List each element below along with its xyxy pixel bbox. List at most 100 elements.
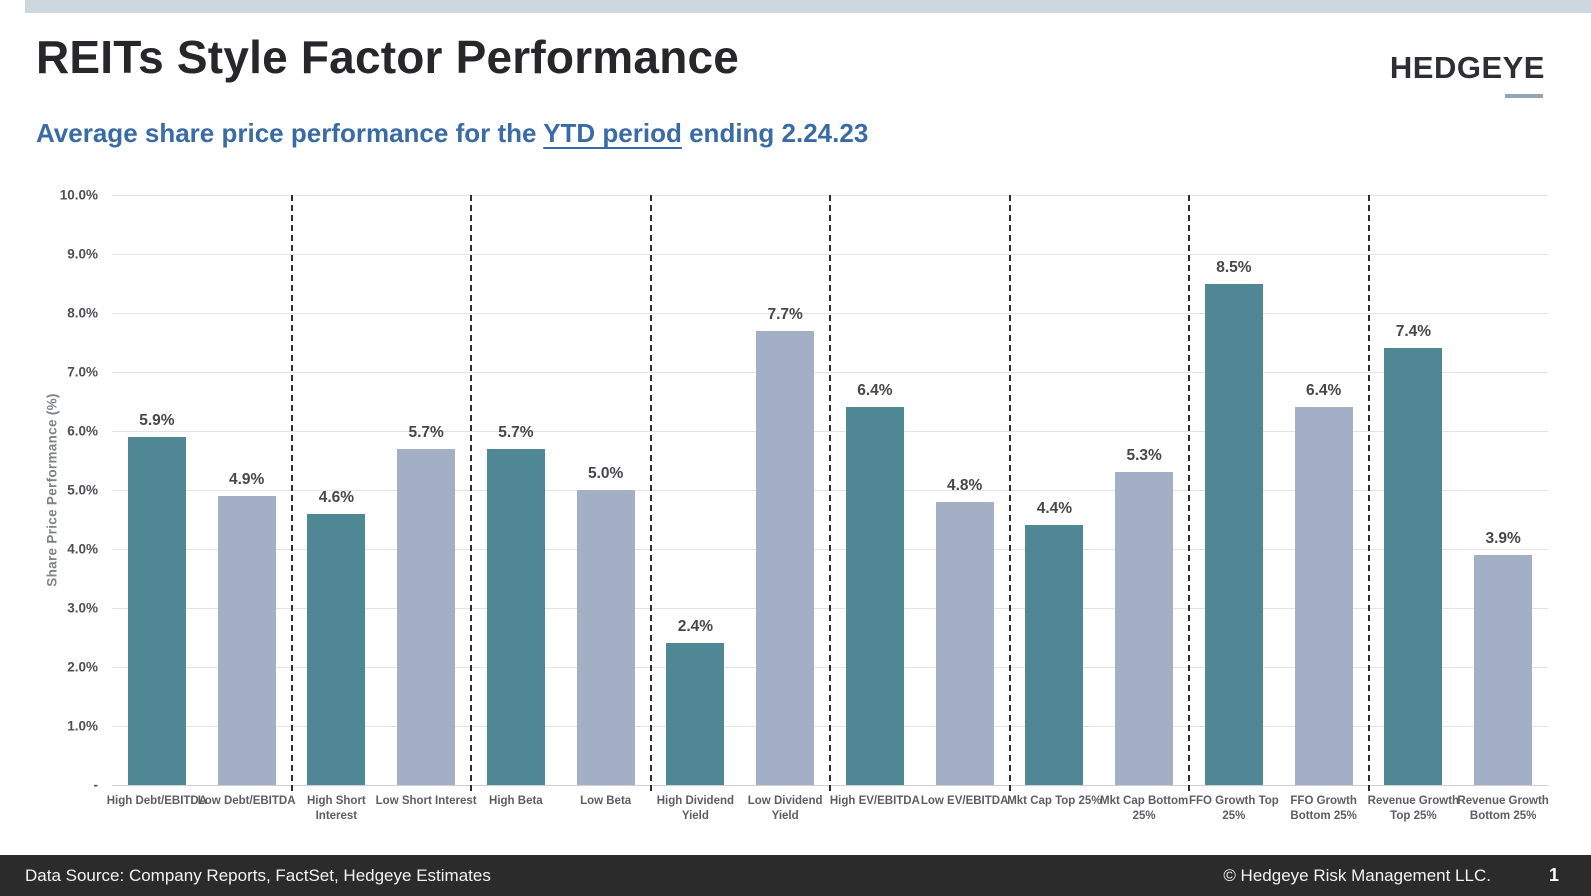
bar-slot: 7.7% — [740, 195, 830, 785]
bar-slot: 4.4% — [1010, 195, 1100, 785]
x-axis-label-cell: High Short Interest — [292, 792, 382, 838]
bar — [307, 513, 366, 785]
x-axis-label-cell: Mkt Cap Top 25% — [1007, 792, 1101, 838]
x-axis-label-cell: Low Debt/EBITDA — [198, 792, 296, 838]
bar-slot: 3.9% — [1458, 195, 1548, 785]
bar-value-label: 7.7% — [767, 305, 803, 323]
x-axis-label: FFO Growth Bottom 25% — [1290, 795, 1357, 822]
x-axis-label-cell: Low Beta — [561, 792, 651, 838]
bar-slot: 5.7% — [381, 195, 471, 785]
bar — [1384, 348, 1443, 785]
y-tick-label: 5.0% — [67, 482, 98, 498]
pair-separator-line — [470, 195, 472, 793]
y-tick-label: 7.0% — [67, 364, 98, 380]
y-tick-label: 6.0% — [67, 423, 98, 439]
page-title: REITs Style Factor Performance — [36, 31, 740, 83]
bar-slot: 2.4% — [651, 195, 741, 785]
x-axis-label: High Beta — [489, 795, 543, 807]
subtitle: Average share price performance for the … — [36, 118, 868, 149]
bar — [935, 501, 994, 785]
bar-slots: 5.9% 4.9% 4.6% 5.7% 5.7% 5.0% 2.4% 7.7% 6.4% 4.8%… — [112, 195, 1548, 785]
x-axis-label-cell: High Debt/EBITDA — [107, 792, 207, 838]
x-axis-label: Revenue Growth Bottom 25% — [1457, 795, 1549, 822]
footer-bar: Data Source: Company Reports, FactSet, H… — [0, 855, 1591, 896]
pair-separator-line — [1008, 195, 1011, 793]
bar-value-label: 3.9% — [1485, 529, 1521, 547]
x-axis-label-cell: Revenue Growth Bottom 25% — [1457, 792, 1548, 838]
bar — [666, 643, 725, 785]
x-axis-label: Revenue Growth Top 25% — [1367, 795, 1460, 822]
y-tick-label: 10.0% — [59, 187, 98, 203]
bar-value-label: 5.9% — [139, 411, 175, 429]
y-tick-label: 3.0% — [67, 600, 98, 616]
x-axis-label: Low Dividend Yield — [747, 795, 823, 822]
bar-slot: 5.3% — [1099, 195, 1189, 785]
bar-slot: 4.9% — [202, 195, 292, 785]
bar-slot: 5.0% — [561, 195, 651, 785]
bar — [1294, 407, 1353, 785]
y-tick-label: 8.0% — [67, 305, 98, 321]
bar-value-label: 4.9% — [228, 470, 265, 488]
bar-value-label: 6.4% — [1305, 382, 1342, 400]
x-axis-label: Mkt Cap Top 25% — [1007, 795, 1102, 807]
pair-separator-line — [1188, 195, 1190, 793]
x-axis-label: High EV/EBITDA — [829, 795, 920, 807]
bar-slot: 5.7% — [471, 195, 561, 785]
bar-value-label: 2.4% — [677, 618, 714, 636]
y-tick-label: 9.0% — [67, 246, 98, 262]
data-source-text: Data Source: Company Reports, FactSet, H… — [25, 865, 491, 885]
top-accent-strip — [25, 0, 1591, 13]
x-axis-label: Low EV/EBITDA — [920, 795, 1009, 807]
copyright-text: © Hedgeye Risk Management LLC. — [1223, 865, 1491, 885]
bar-slot: 5.9% — [112, 195, 202, 785]
bar-slot: 6.4% — [830, 195, 920, 785]
x-axis-labels: High Debt/EBITDA Low Debt/EBITDA High Shor… — [107, 792, 1549, 838]
bar — [756, 330, 815, 785]
bar — [1474, 554, 1533, 785]
x-axis-label: High Short Interest — [306, 795, 366, 822]
bar — [1204, 283, 1263, 785]
x-axis-label: Mkt Cap Bottom 25% — [1100, 795, 1189, 822]
x-axis-label-cell: High EV/EBITDA — [830, 792, 920, 838]
page-number: 1 — [1548, 865, 1559, 885]
logo-underline — [1505, 94, 1543, 98]
hedgeye-logo-text: HEDGEYE — [1389, 50, 1545, 85]
pair-separator-line — [290, 195, 293, 793]
bar — [127, 436, 186, 785]
y-tick-label: 4.0% — [67, 541, 98, 557]
y-tick-label: 2.0% — [67, 659, 98, 675]
bar — [1025, 525, 1084, 785]
bar-value-label: 5.7% — [498, 423, 534, 441]
bar-slot: 4.8% — [920, 195, 1010, 785]
bar-value-label: 5.3% — [1126, 447, 1162, 465]
bar-value-label: 4.6% — [318, 488, 355, 506]
bar-slot: 8.5% — [1189, 195, 1279, 785]
subtitle-underlined-period: YTD period — [543, 118, 682, 148]
bar-value-label: 5.7% — [408, 423, 444, 441]
bar-slot: 6.4% — [1279, 195, 1369, 785]
x-axis-label-cell: Revenue Growth Top 25% — [1368, 792, 1459, 838]
bar — [217, 495, 276, 785]
bar-value-label: 5.0% — [587, 465, 624, 482]
x-axis-label-cell: Low Short Interest — [376, 792, 477, 838]
bar-slot: 7.4% — [1369, 195, 1459, 785]
hedgeye-logo: HEDGEYE — [1390, 50, 1545, 98]
bar — [397, 448, 456, 785]
pair-separator-line — [649, 195, 652, 793]
bar-chart-plot-area: 5.9% 4.9% 4.6% 5.7% 5.7% 5.0% 2.4% 7.7% 6.4% 4.8%… — [112, 195, 1548, 793]
footer-right: © Hedgeye Risk Management LLC. 1 — [1223, 865, 1559, 886]
bar-value-label: 6.4% — [857, 382, 893, 400]
x-axis-label-cell: Low Dividend Yield — [740, 792, 830, 838]
pair-separator-line — [829, 195, 831, 793]
bar-value-label: 8.5% — [1216, 258, 1252, 276]
bar-slot: 4.6% — [292, 195, 382, 785]
bar — [845, 407, 904, 785]
bar-value-label: 7.4% — [1395, 323, 1432, 341]
x-axis-label: Low Debt/EBITDA — [197, 795, 296, 807]
x-axis-label: Low Short Interest — [375, 795, 477, 807]
bar-value-label: 4.4% — [1036, 500, 1073, 518]
x-axis-label-cell: FFO Growth Bottom 25% — [1279, 792, 1369, 838]
x-axis-label: FFO Growth Top 25% — [1188, 795, 1279, 822]
x-axis-label-cell: Mkt Cap Bottom 25% — [1099, 792, 1189, 838]
bar — [486, 448, 545, 785]
